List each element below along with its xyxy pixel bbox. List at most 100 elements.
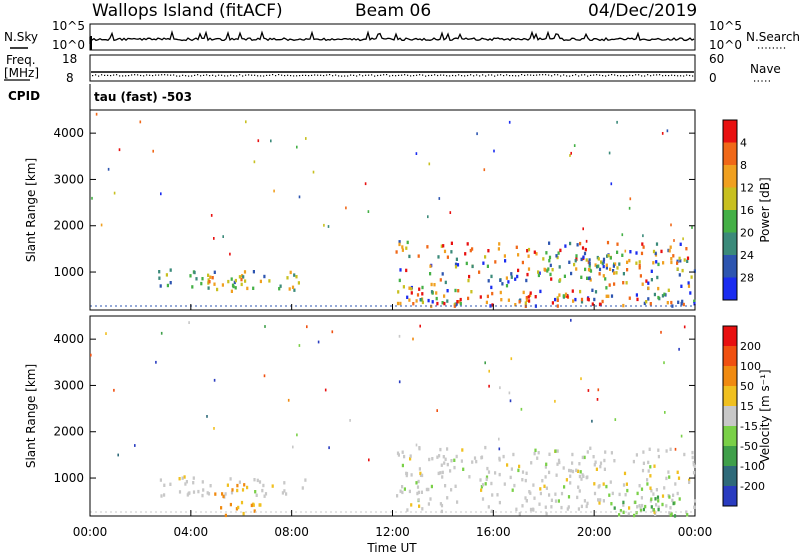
scatter-cell [619,509,622,513]
scatter-cell [587,268,591,272]
nave-dot [443,74,445,76]
scatter-cell [597,498,600,502]
scatter-cell [178,477,181,481]
scatter-cell [565,294,568,298]
scatter-cell [189,274,192,278]
scatter-cell [568,260,571,264]
scatter-cell [441,301,444,305]
scatter-cell [456,300,459,304]
nave-dot [392,74,394,77]
scatter-speck [364,182,367,186]
scatter-speck [683,325,686,329]
scatter-cell [598,272,601,276]
scatter-cell [416,293,420,297]
scatter-cell [601,261,604,266]
scatter-cell [436,455,439,459]
scatter-cell [668,475,671,479]
scatter-cell [691,455,694,460]
scatter-cell [430,290,434,294]
scatter-speck [682,237,684,241]
scatter-cell [213,270,216,274]
scatter-cell [657,454,660,459]
scatter-cell [421,292,424,296]
scatter-cell [616,250,619,254]
scatter-speck [296,433,298,437]
nave-dot [512,75,514,77]
scatter-cell [443,461,446,465]
scatter-cell [517,268,520,273]
scatter-cell [667,248,670,253]
scatter-cell [462,467,465,471]
scatter-cell [230,277,233,281]
scatter-cell [450,459,453,463]
nave-dot [656,74,658,76]
scatter-cell [613,271,616,275]
scatter-cell [647,297,650,301]
scatter-cell [433,283,436,287]
nave-dot [611,74,613,76]
scatter-cell [580,477,583,481]
nave-dot [95,74,97,76]
nave-dot [374,75,376,77]
scatter-cell [566,507,569,511]
scatter-cell [579,241,582,246]
scatter-cell [415,481,418,485]
scatter-cell [207,281,210,285]
scatter-cell [669,513,672,517]
scatter-cell [646,478,649,482]
scatter-cell [603,458,606,463]
nave-dot [107,74,109,76]
scatter-cell [301,486,304,490]
nave-dot [500,74,502,76]
colorbar-tick-label: 20 [740,227,754,240]
scatter-cell [671,498,674,503]
scatter-cell [670,300,673,305]
scatter-cell [486,294,489,299]
scatter-cell [453,465,456,470]
nave-dot [278,74,280,76]
nave-dot [632,75,634,77]
scatter-cell [655,242,659,246]
scatter-cell [653,510,656,514]
scatter-cell [479,478,482,482]
scatter-cell [440,503,444,508]
scatter-cell [577,485,580,489]
scatter-cell [683,452,686,457]
scatter-cell [458,300,461,304]
colorbar-frame [722,325,738,507]
nave-dot [215,75,217,77]
scatter-speck [582,227,584,231]
scatter-cell [442,455,445,459]
scatter-cell [578,462,581,466]
scatter-cell [548,452,551,456]
scatter-cell [208,280,211,284]
freq-panel-frame [89,54,696,82]
scatter-cell [398,242,401,247]
scatter-cell [649,499,652,503]
colorbar-segment [723,255,737,278]
scatter-cell [585,258,588,262]
noise-panel: 10^5 10^0 10^5 10^0 N.Sky N.Search [4,19,800,52]
scatter-speck [624,249,627,253]
nave-dot [296,75,298,77]
scatter-cell [408,298,411,302]
nave-dot [362,75,364,77]
freq-panel: 18 8 60 0 Freq. [MHz] Nave [4,52,781,85]
nave-dot [365,74,367,76]
beam-title: Beam 06 [355,1,431,21]
scatter-cell [607,294,610,298]
scatter-cell [507,298,510,302]
scatter-cell [593,482,596,486]
scatter-cell [608,493,611,497]
scatter-speck [614,418,617,421]
scatter-speck [428,162,431,166]
scatter-cell [185,480,188,484]
scatter-cell [661,494,665,498]
nave-right-tick-low: 0 [709,71,717,85]
scatter-speck [498,447,501,451]
nave-dot [164,74,166,76]
scatter-cell [688,480,691,484]
scatter-cell [418,467,421,471]
nave-dot [614,74,616,76]
scatter-cell [544,465,547,469]
